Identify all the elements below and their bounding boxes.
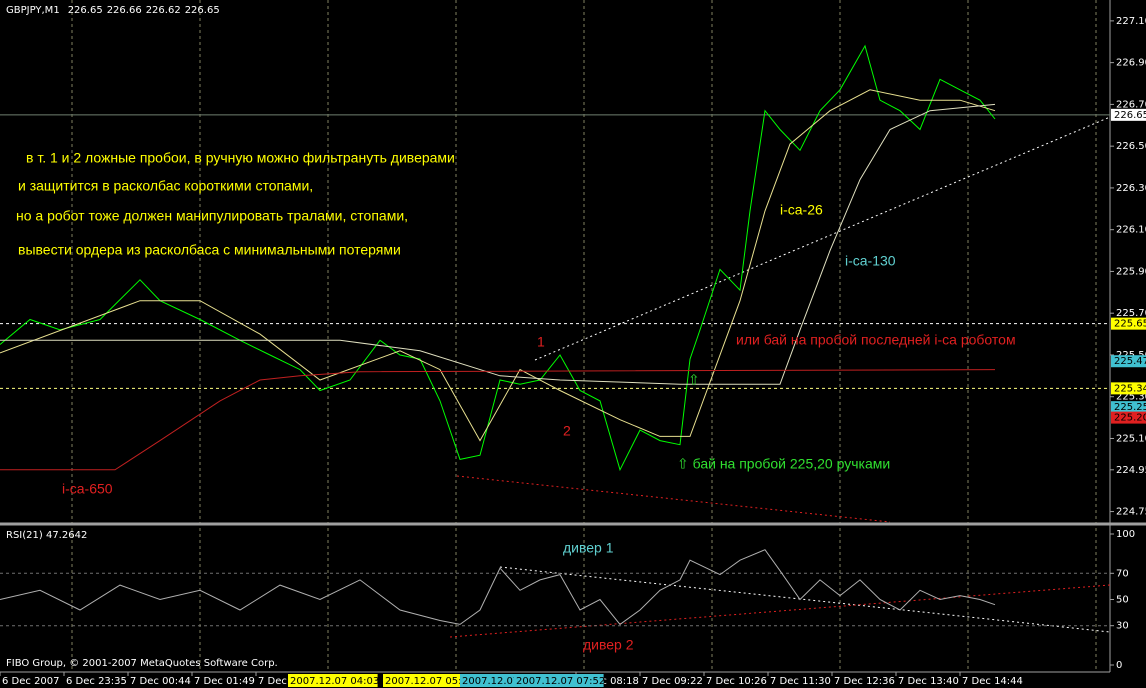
plot: 227.10 226.90 226.70 226.50 226.30 226.10 225.… <box>0 16 1146 687</box>
trend-line <box>534 116 1111 361</box>
price-level-box <box>1111 355 1146 368</box>
x-tick-label: 7 Dec 08:18 <box>578 676 639 687</box>
y-tick-label: 227.10 <box>1116 16 1146 27</box>
y-tick-label: 30 <box>1116 621 1129 632</box>
x-tick-label: 7 Dec 12:36 <box>834 676 895 687</box>
x-tick-label: 7 Dec <box>258 676 287 687</box>
annotation: но а робот тоже должен манипулировать тр… <box>16 208 408 224</box>
price-level-box <box>1111 108 1146 121</box>
series-line <box>0 549 996 626</box>
annotation: и защитится в расколбас короткими стопам… <box>18 178 313 194</box>
series-line <box>0 89 996 442</box>
annotation: 2 <box>563 423 571 439</box>
annotation: 1 <box>537 334 545 350</box>
quote: 226.66 <box>107 5 142 16</box>
y-tick-label: 226.30 <box>1116 183 1146 194</box>
chart-header: GBPJPY,M1 226.65 226.66 226.62 226.65 <box>6 5 220 16</box>
x-tick-label: 7 Dec 14:44 <box>962 676 1023 687</box>
symbol: GBPJPY,M1 <box>6 5 60 16</box>
quote: 226.65 <box>185 5 220 16</box>
series-line <box>0 44 996 472</box>
time-marker <box>460 674 516 687</box>
price-level-box <box>1111 401 1146 414</box>
x-tick-label: 7 Dec 11:30 <box>770 676 831 687</box>
series-label: i-ca-650 <box>62 481 113 497</box>
quote: 226.62 <box>146 5 181 16</box>
annotation: ⇧ <box>688 372 700 388</box>
price-level-label: 225.25 <box>1114 402 1146 413</box>
x-tick-label: 7 Dec 01:49 <box>194 676 255 687</box>
x-tick-label: 7 Dec 10:26 <box>706 676 767 687</box>
series-label: i-ca-26 <box>780 202 823 218</box>
y-tick-label: 224.95 <box>1116 465 1146 476</box>
x-tick-label: 7 Dec 09:22 <box>642 676 703 687</box>
series-line <box>0 369 996 471</box>
grid <box>71 0 1097 672</box>
price-level-label: 225.34 <box>1114 383 1146 394</box>
trend-line <box>499 566 1111 633</box>
price-level-label: 225.20 <box>1114 413 1146 424</box>
annotation: вывести ордера из расколбаса с минимальн… <box>18 242 401 258</box>
y-tick-label: 0 <box>1116 660 1122 671</box>
series-line <box>0 103 996 385</box>
price-level-label: 225.47 <box>1114 356 1146 367</box>
time-marker-label: 2007.12.07 07:52 <box>516 676 605 687</box>
annotation: ⇧ бай на пробой 225,20 ручками <box>677 456 890 472</box>
time-marker-label: 2007.12.07 <box>462 676 519 687</box>
y-tick-label: 225.10 <box>1116 433 1146 444</box>
quote: 226.65 <box>68 5 103 16</box>
y-tick-label: 70 <box>1116 568 1129 579</box>
x-tick-label: 7 Dec 00:44 <box>130 676 191 687</box>
price-level-box <box>1111 411 1146 424</box>
annotation: или бай на пробой последней i-ca роботом <box>736 332 1016 348</box>
annotation: дивер 1 <box>563 540 614 556</box>
price-level-label: 226.65 <box>1114 110 1146 121</box>
price-level-label: 225.65 <box>1114 319 1146 330</box>
time-marker <box>288 674 378 687</box>
y-tick-label: 100 <box>1116 529 1135 540</box>
y-tick-label: 224.75 <box>1116 507 1146 518</box>
time-marker-label: 2007.12.07 05:35 <box>385 676 474 687</box>
price-level-box <box>1111 317 1146 330</box>
time-marker <box>514 674 604 687</box>
y-tick-label: 226.10 <box>1116 225 1146 236</box>
x-tick-label: 7 Dec 13:40 <box>898 676 959 687</box>
time-marker-label: 2007.12.07 04:03 <box>290 676 379 687</box>
x-tick-label: 6 Dec 23:35 <box>66 676 127 687</box>
trend-line <box>449 584 1111 638</box>
price-level-box <box>1111 382 1146 395</box>
y-tick-label: 225.70 <box>1116 308 1146 319</box>
y-tick-label: 50 <box>1116 595 1129 606</box>
y-tick-label: 225.30 <box>1116 392 1146 403</box>
x-tick-label: 6 Dec 2007 <box>2 676 60 687</box>
y-tick-label: 226.70 <box>1116 99 1146 110</box>
copyright: FIBO Group, © 2001-2007 MetaQuotes Softw… <box>6 658 278 669</box>
time-marker <box>383 674 473 687</box>
annotation: в т. 1 и 2 ложные пробои, в ручную можно… <box>26 150 455 166</box>
y-tick-label: 225.90 <box>1116 266 1146 277</box>
y-tick-label: 226.50 <box>1116 141 1146 152</box>
y-tick-label: 226.90 <box>1116 58 1146 69</box>
series-label: i-ca-130 <box>845 253 896 269</box>
annotation: дивер 2 <box>583 637 634 653</box>
indicator-title: RSI(21) 47.2642 <box>6 530 87 541</box>
